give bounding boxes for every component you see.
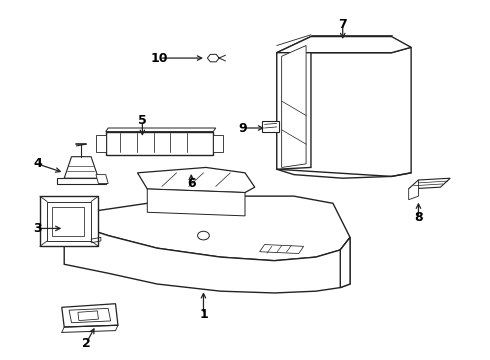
Text: 5: 5 [138, 114, 147, 127]
Polygon shape [64, 157, 98, 178]
Text: 10: 10 [151, 51, 168, 64]
Polygon shape [260, 244, 304, 253]
Polygon shape [57, 178, 106, 184]
Polygon shape [64, 196, 350, 261]
Text: 6: 6 [187, 177, 196, 190]
Text: 3: 3 [33, 222, 42, 235]
Polygon shape [340, 237, 350, 288]
Polygon shape [277, 37, 311, 169]
Polygon shape [64, 221, 350, 293]
Polygon shape [47, 202, 91, 241]
Polygon shape [282, 45, 306, 167]
Text: 1: 1 [199, 308, 208, 321]
Polygon shape [62, 304, 118, 327]
Polygon shape [106, 132, 213, 155]
Polygon shape [96, 135, 106, 152]
Polygon shape [96, 175, 108, 184]
Polygon shape [277, 47, 411, 176]
Polygon shape [262, 121, 279, 132]
Polygon shape [138, 167, 255, 193]
Polygon shape [52, 207, 84, 235]
Text: 4: 4 [33, 157, 42, 170]
Polygon shape [147, 189, 245, 216]
Polygon shape [40, 196, 98, 246]
Text: 2: 2 [82, 337, 91, 350]
Text: 7: 7 [339, 18, 347, 31]
Text: 8: 8 [414, 211, 423, 224]
Polygon shape [409, 178, 450, 189]
Polygon shape [69, 309, 111, 323]
Text: 9: 9 [238, 122, 247, 135]
Polygon shape [409, 180, 418, 200]
Polygon shape [106, 128, 216, 132]
Polygon shape [78, 311, 98, 320]
Polygon shape [213, 135, 223, 152]
Polygon shape [277, 37, 411, 53]
